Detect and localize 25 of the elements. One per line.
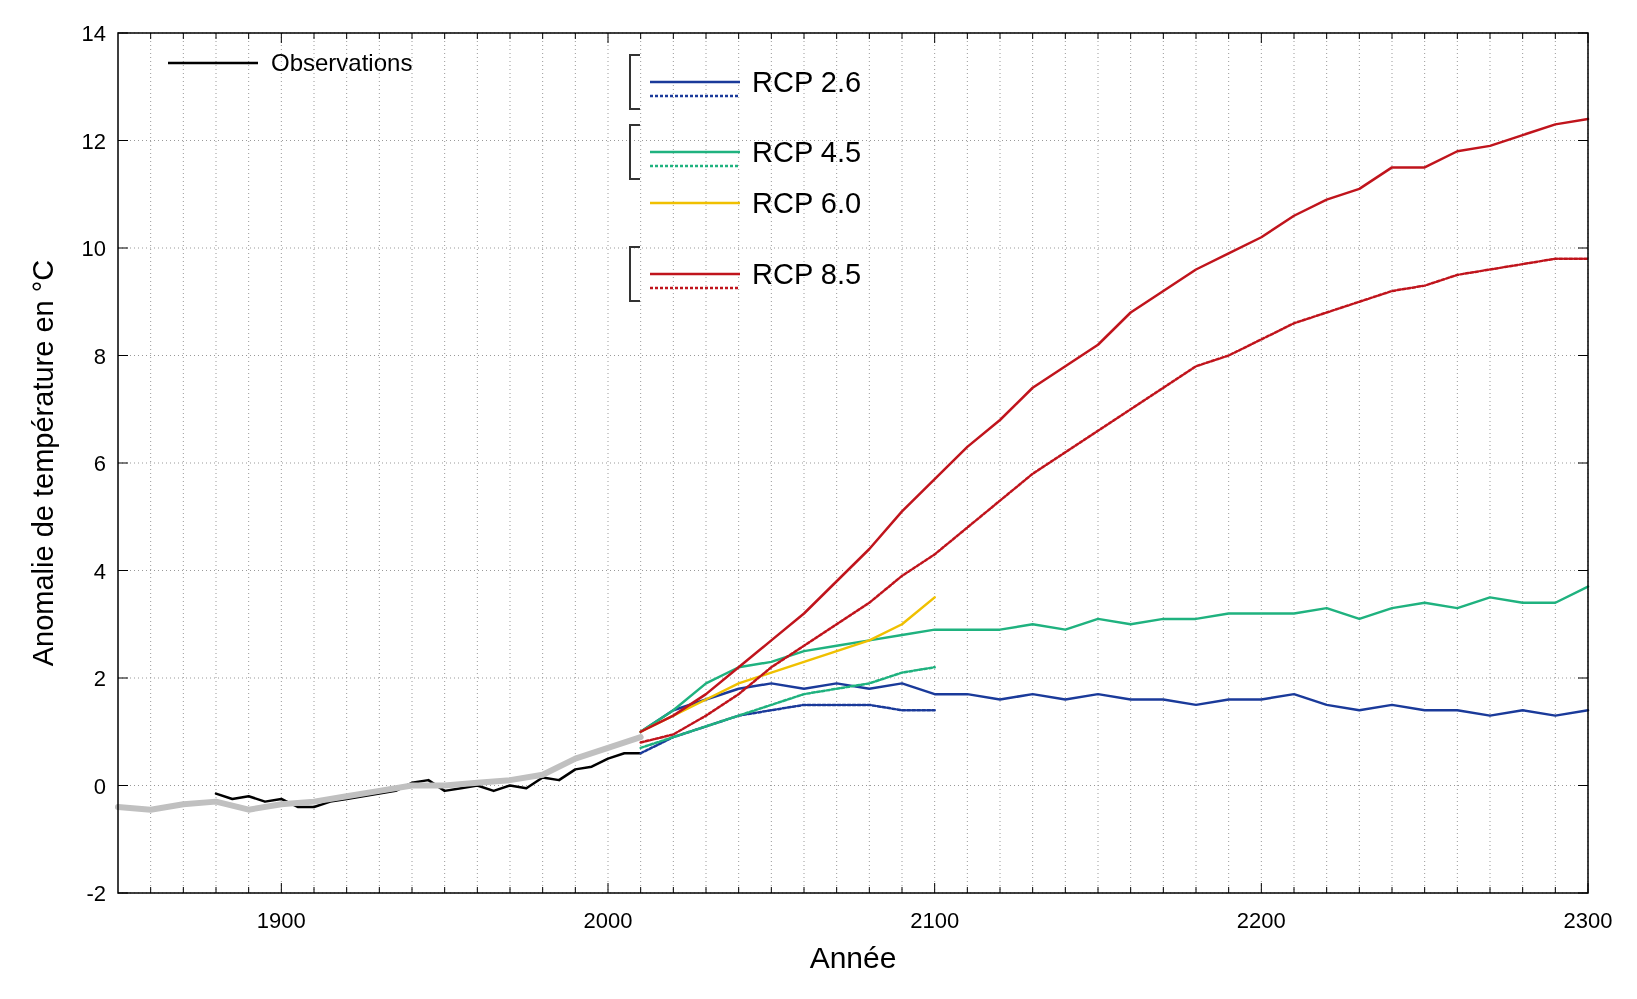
y-tick-label: 4 — [93, 558, 106, 584]
y-axis-title: Anomalie de température en °C — [27, 259, 59, 667]
legend-label: RCP 6.0 — [752, 187, 862, 219]
x-tick-label: 2000 — [583, 908, 633, 933]
line-series — [639, 257, 1590, 744]
y-tick-label: 12 — [81, 128, 106, 154]
x-axis-title: Année — [809, 941, 897, 974]
x-tick-label: 2100 — [910, 908, 960, 933]
line-series — [639, 117, 1590, 733]
legend-label: Observations — [271, 49, 413, 76]
line-series — [639, 703, 936, 755]
y-tick-label: 10 — [81, 236, 106, 261]
legend-label: RCP 2.6 — [752, 66, 862, 98]
y-tick-label: 2 — [93, 666, 106, 691]
x-tick-label: 2200 — [1236, 908, 1286, 933]
line-series — [639, 666, 936, 750]
y-tick-label: 0 — [93, 773, 106, 799]
y-tick-label: -2 — [86, 881, 106, 906]
x-tick-label: 2300 — [1563, 908, 1613, 933]
y-tick-label: 14 — [81, 21, 106, 46]
x-tick-label: 1900 — [256, 908, 306, 933]
y-tick-label: 6 — [93, 451, 106, 476]
y-tick-label: 8 — [93, 343, 106, 369]
legend-label: RCP 4.5 — [752, 136, 862, 168]
legend-label: RCP 8.5 — [752, 258, 862, 290]
